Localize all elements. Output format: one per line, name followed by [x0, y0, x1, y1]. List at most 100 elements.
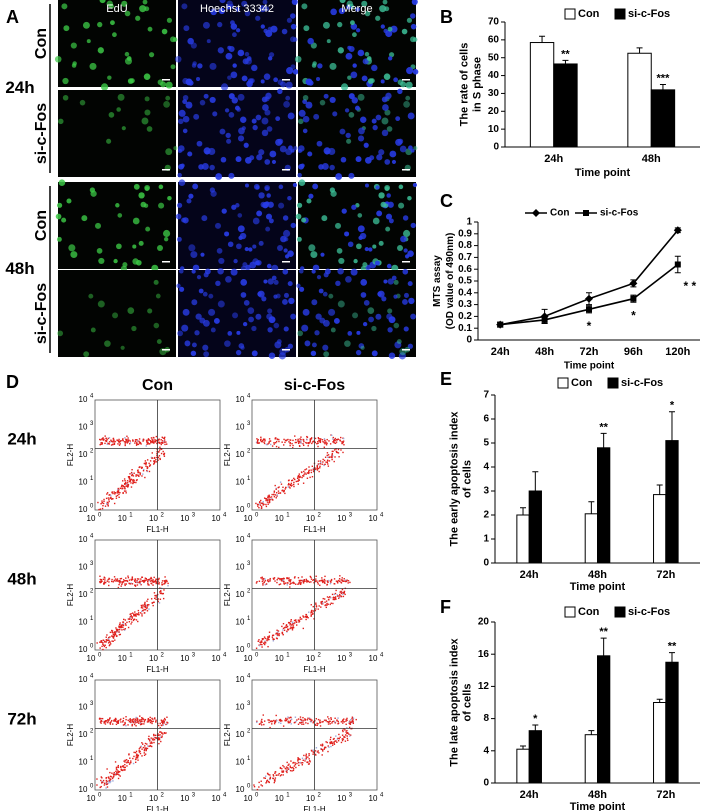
event-dot	[304, 760, 306, 762]
event-dot	[104, 505, 107, 507]
cell	[382, 104, 389, 111]
tick-exp: 4	[90, 534, 94, 540]
event-dot	[336, 738, 339, 740]
tick-exp: 4	[223, 513, 227, 519]
event-dot	[267, 496, 269, 498]
event-dot	[134, 720, 136, 722]
event-dot	[141, 576, 144, 578]
event-dot	[267, 499, 269, 501]
event-dot	[110, 580, 113, 583]
event-dot	[275, 492, 278, 494]
event-dot	[125, 481, 127, 484]
event-dot	[103, 582, 105, 584]
cell	[262, 0, 268, 5]
cell	[357, 93, 365, 101]
event-dot	[339, 439, 341, 441]
cell	[268, 56, 273, 61]
event-dot	[142, 718, 145, 720]
event-dot	[116, 580, 118, 582]
event-dot	[312, 613, 314, 615]
event-dot	[317, 437, 320, 439]
cell	[82, 21, 90, 29]
event-dot	[334, 456, 336, 458]
cell	[393, 294, 398, 299]
cell	[412, 69, 419, 75]
event-dot	[133, 618, 136, 620]
event-dot	[317, 583, 319, 585]
event-dot	[335, 580, 338, 582]
cell	[310, 251, 318, 259]
event-dot	[138, 751, 141, 753]
tick-base: 10	[236, 785, 245, 794]
event-dot	[100, 580, 102, 582]
event-dot	[341, 579, 344, 581]
cell	[410, 313, 417, 320]
event-dot	[260, 440, 262, 443]
cell	[398, 202, 405, 209]
event-dot	[300, 719, 303, 721]
event-dot	[333, 460, 335, 463]
cell	[243, 142, 249, 148]
cell	[209, 96, 216, 104]
event-dot	[289, 583, 291, 586]
tick-base: 10	[244, 654, 253, 663]
cell	[408, 297, 415, 305]
cell	[238, 235, 243, 241]
cell	[350, 71, 358, 79]
cell	[375, 313, 382, 320]
error-bar	[636, 47, 643, 54]
event-dot	[338, 733, 340, 736]
cell	[352, 63, 357, 68]
event-dot	[313, 720, 315, 723]
event-dot	[127, 626, 130, 629]
error-bar	[520, 507, 527, 515]
cell	[177, 330, 184, 337]
cell	[68, 244, 76, 252]
event-dot	[103, 498, 105, 501]
event-dot	[105, 646, 107, 649]
column-header: Con	[142, 377, 173, 394]
event-dot	[132, 757, 134, 760]
cell	[265, 213, 273, 220]
event-dot	[103, 645, 106, 648]
cell	[267, 308, 273, 314]
cell	[305, 101, 313, 109]
event-dot	[136, 579, 138, 582]
event-dot	[264, 578, 266, 580]
event-dot	[116, 635, 118, 637]
event-dot	[287, 622, 290, 624]
event-dot	[115, 770, 117, 773]
event-dot	[283, 583, 286, 585]
event-dot	[260, 784, 262, 786]
event-dot	[120, 718, 122, 720]
event-dot	[351, 721, 353, 724]
event-dot	[284, 767, 287, 770]
event-dot	[315, 754, 317, 756]
event-dot	[333, 598, 336, 601]
y-tick-label: 2	[483, 510, 489, 521]
tick-base: 10	[79, 478, 88, 487]
event-dot	[311, 611, 313, 614]
event-dot	[320, 748, 323, 750]
cell	[251, 118, 257, 124]
event-dot	[128, 480, 131, 483]
cell	[94, 222, 102, 229]
event-dot	[160, 740, 162, 743]
cell	[329, 62, 337, 70]
cell	[307, 37, 314, 45]
legend-label: si-c-Fos	[628, 606, 670, 618]
event-dot	[137, 721, 139, 723]
event-dot	[268, 501, 271, 504]
event-dot	[269, 726, 271, 729]
event-dot	[270, 720, 272, 723]
cell	[315, 76, 321, 82]
event-dot	[119, 626, 121, 629]
cell	[202, 21, 210, 29]
event-dot	[285, 624, 288, 626]
event-dot	[312, 722, 314, 724]
event-dot	[310, 615, 312, 617]
event-dot	[285, 717, 287, 720]
event-dot	[126, 486, 129, 488]
event-dot	[109, 778, 112, 781]
event-dot	[103, 576, 106, 578]
